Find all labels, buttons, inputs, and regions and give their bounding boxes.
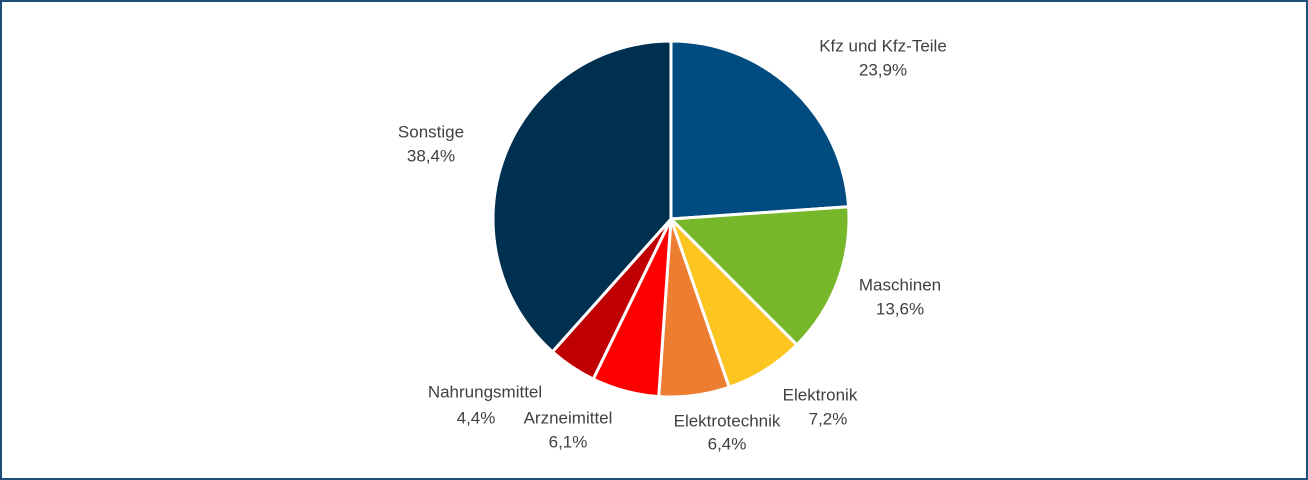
slice-value-label: 23,9% xyxy=(859,60,907,79)
slice-label: Maschinen xyxy=(859,275,941,294)
slice-value-label: 6,4% xyxy=(708,434,747,453)
pie-slice xyxy=(667,205,851,347)
slice-label: Arzneimittel xyxy=(524,408,613,427)
slice-label: Sonstige xyxy=(398,122,464,141)
slice-value-label: 6,1% xyxy=(549,432,588,451)
slice-label: Nahrungsmittel xyxy=(428,382,542,401)
slice-value-label: 7,2% xyxy=(809,409,848,428)
slice-label: Kfz und Kfz-Teile xyxy=(819,36,947,55)
slice-label: Elektrotechnik xyxy=(674,411,781,430)
slice-value-label: 38,4% xyxy=(407,146,455,165)
slice-value-label: 4,4% xyxy=(457,408,496,427)
pie-slice xyxy=(491,39,673,354)
slice-value-label: 13,6% xyxy=(876,299,924,318)
slice-label: Elektronik xyxy=(783,385,858,404)
pie-slice xyxy=(669,39,851,221)
